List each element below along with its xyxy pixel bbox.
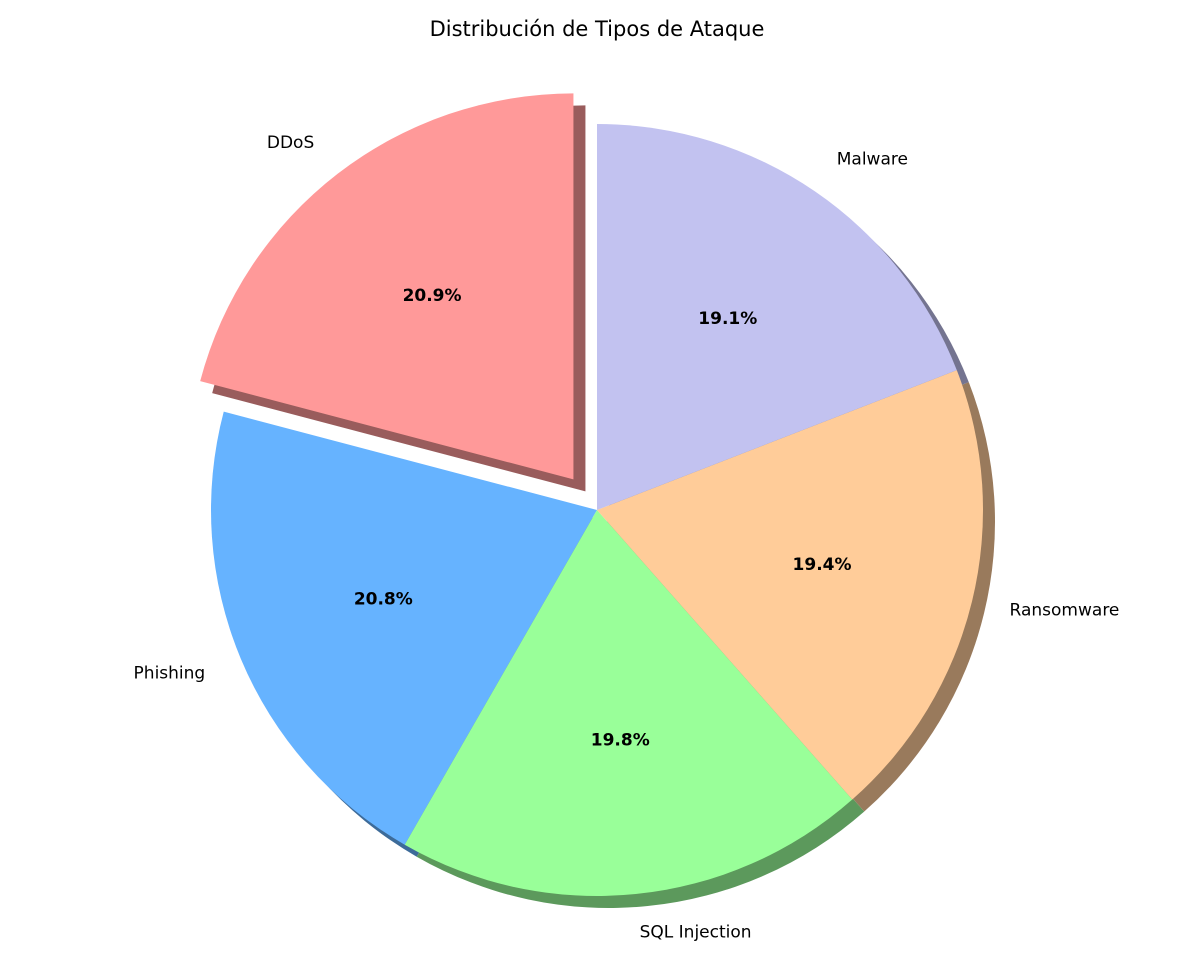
pct-label-ddos: 20.9% [403, 286, 462, 306]
pct-label-phishing: 20.8% [354, 589, 413, 609]
pct-label-ransomware: 19.4% [793, 555, 852, 575]
slice-label-sql-injection: SQL Injection [640, 922, 752, 942]
slice-malware [597, 124, 957, 510]
slice-layer [200, 93, 983, 896]
slice-label-malware: Malware [837, 150, 908, 170]
slice-ransomware [597, 370, 983, 800]
pct-label-malware: 19.1% [698, 309, 757, 329]
slice-phishing [210, 411, 597, 845]
slice-sql-injection [404, 510, 853, 896]
label-layer: DDoS 20.9% Phishing 20.8% SQL Injection 19.8%… [134, 133, 1120, 942]
pct-label-sql-injection: 19.8% [591, 730, 650, 750]
chart-title: Distribución de Tipos de Ataque [430, 17, 765, 41]
slice-label-phishing: Phishing [134, 664, 206, 684]
slice-label-ddos: DDoS [267, 133, 314, 153]
slice-label-ransomware: Ransomware [1010, 600, 1120, 620]
slice-ddos [200, 93, 574, 480]
